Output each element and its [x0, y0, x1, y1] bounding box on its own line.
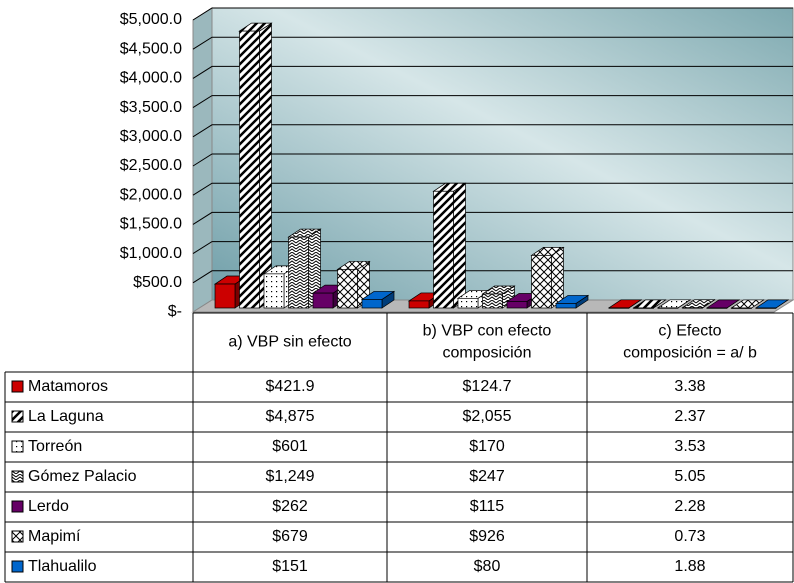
value-label: 1.88: [674, 558, 705, 575]
value-label: 3.53: [674, 438, 705, 455]
bar-front: [239, 30, 260, 309]
x-tick-label: b) VBP con efecto composición: [423, 323, 552, 362]
bar-front: [288, 236, 309, 309]
legend-label: Lerdo: [28, 498, 69, 515]
legend-key: [11, 410, 24, 423]
value-label: 2.37: [674, 408, 705, 425]
bar-side: [259, 22, 272, 309]
grid-line: [192, 270, 793, 284]
grid-line: [192, 36, 793, 50]
legend-label: Matamoros: [28, 378, 108, 395]
bar: [481, 285, 516, 309]
bar-front: [531, 255, 552, 309]
value-label: $80: [474, 558, 501, 575]
bar-front: [755, 307, 777, 309]
bar-side: [453, 182, 466, 309]
legend-key: [11, 560, 24, 573]
y-tick-label: $5,000.0: [120, 11, 182, 28]
grid-line: [192, 124, 793, 138]
bar-front: [633, 307, 654, 309]
bar: [705, 299, 741, 309]
value-label: $679: [272, 528, 308, 545]
legend-key: [11, 380, 24, 393]
value-label: $2,055: [463, 408, 512, 425]
bar-front: [657, 307, 679, 309]
bar-front: [555, 303, 577, 309]
value-label: $151: [272, 558, 308, 575]
bar: [681, 299, 716, 309]
legend-key: [11, 440, 24, 453]
value-label: $1,249: [266, 468, 315, 485]
legend-label: Torreón: [28, 438, 82, 455]
value-label: $4,875: [266, 408, 315, 425]
value-label: 5.05: [674, 468, 705, 485]
y-tick-label: $-: [168, 303, 182, 320]
y-tick-label: $3,000.0: [120, 128, 182, 145]
value-label: $124.7: [463, 378, 512, 395]
bar-front: [433, 190, 454, 309]
bar-front: [408, 300, 430, 309]
bar: [754, 299, 790, 309]
bar-front: [706, 307, 728, 309]
legend-label: La Laguna: [28, 408, 104, 425]
y-tick-label: $500.0: [133, 274, 182, 291]
value-label: 3.38: [674, 378, 705, 395]
bar-front: [361, 299, 383, 309]
legend-label: Gómez Palacio: [28, 468, 137, 485]
bar-front: [731, 307, 752, 309]
y-tick-label: $3,500.0: [120, 99, 182, 116]
bar: [238, 22, 273, 309]
bar-front: [482, 293, 503, 309]
legend-key: [11, 500, 24, 513]
grid-line: [192, 182, 793, 196]
grid-line: [192, 211, 793, 225]
value-label: $262: [272, 498, 308, 515]
bar: [607, 299, 643, 309]
bar-front: [263, 273, 285, 309]
y-tick-label: $1,000.0: [120, 245, 182, 262]
bar-front: [506, 301, 528, 309]
bar: [360, 290, 396, 309]
bar-front: [337, 269, 358, 309]
bar: [432, 182, 467, 309]
value-label: $115: [470, 498, 505, 515]
y-tick-label: $4,000.0: [120, 70, 182, 87]
grid-line: [192, 65, 793, 79]
bar-front: [312, 292, 334, 309]
value-label: $926: [469, 528, 505, 545]
legend-label: Tlahualilo: [28, 558, 97, 575]
value-label: $170: [469, 438, 505, 455]
x-tick-label: c) Efecto composición = a/ b: [623, 323, 757, 362]
value-label: 0.73: [674, 528, 705, 545]
legend-label: Mapimí: [28, 528, 81, 545]
legend-key: [11, 530, 24, 543]
bar: [656, 299, 692, 309]
legend-key: [11, 470, 24, 483]
bar: [287, 228, 322, 309]
bar-front: [457, 297, 479, 309]
bar-front: [682, 307, 703, 309]
x-tick-label: a) VBP sin efecto: [228, 334, 351, 351]
value-label: $247: [469, 468, 505, 485]
bar: [530, 246, 565, 309]
grid-line: [192, 241, 793, 255]
bar: [554, 294, 590, 309]
bar-front: [608, 307, 630, 309]
value-label: $601: [272, 438, 308, 455]
bar-side: [551, 246, 564, 309]
grid-line: [192, 153, 793, 167]
y-tick-label: $2,000.0: [120, 186, 182, 203]
value-label: $421.9: [266, 378, 315, 395]
y-tick-label: $1,500.0: [120, 216, 182, 233]
bar: [730, 299, 765, 309]
grid-line: [192, 95, 793, 109]
bar-front: [214, 283, 236, 309]
value-label: 2.28: [674, 498, 705, 515]
bar: [632, 299, 667, 309]
y-tick-label: $4,500.0: [120, 40, 182, 57]
y-tick-label: $2,500.0: [120, 157, 182, 174]
grid-line: [192, 7, 793, 21]
